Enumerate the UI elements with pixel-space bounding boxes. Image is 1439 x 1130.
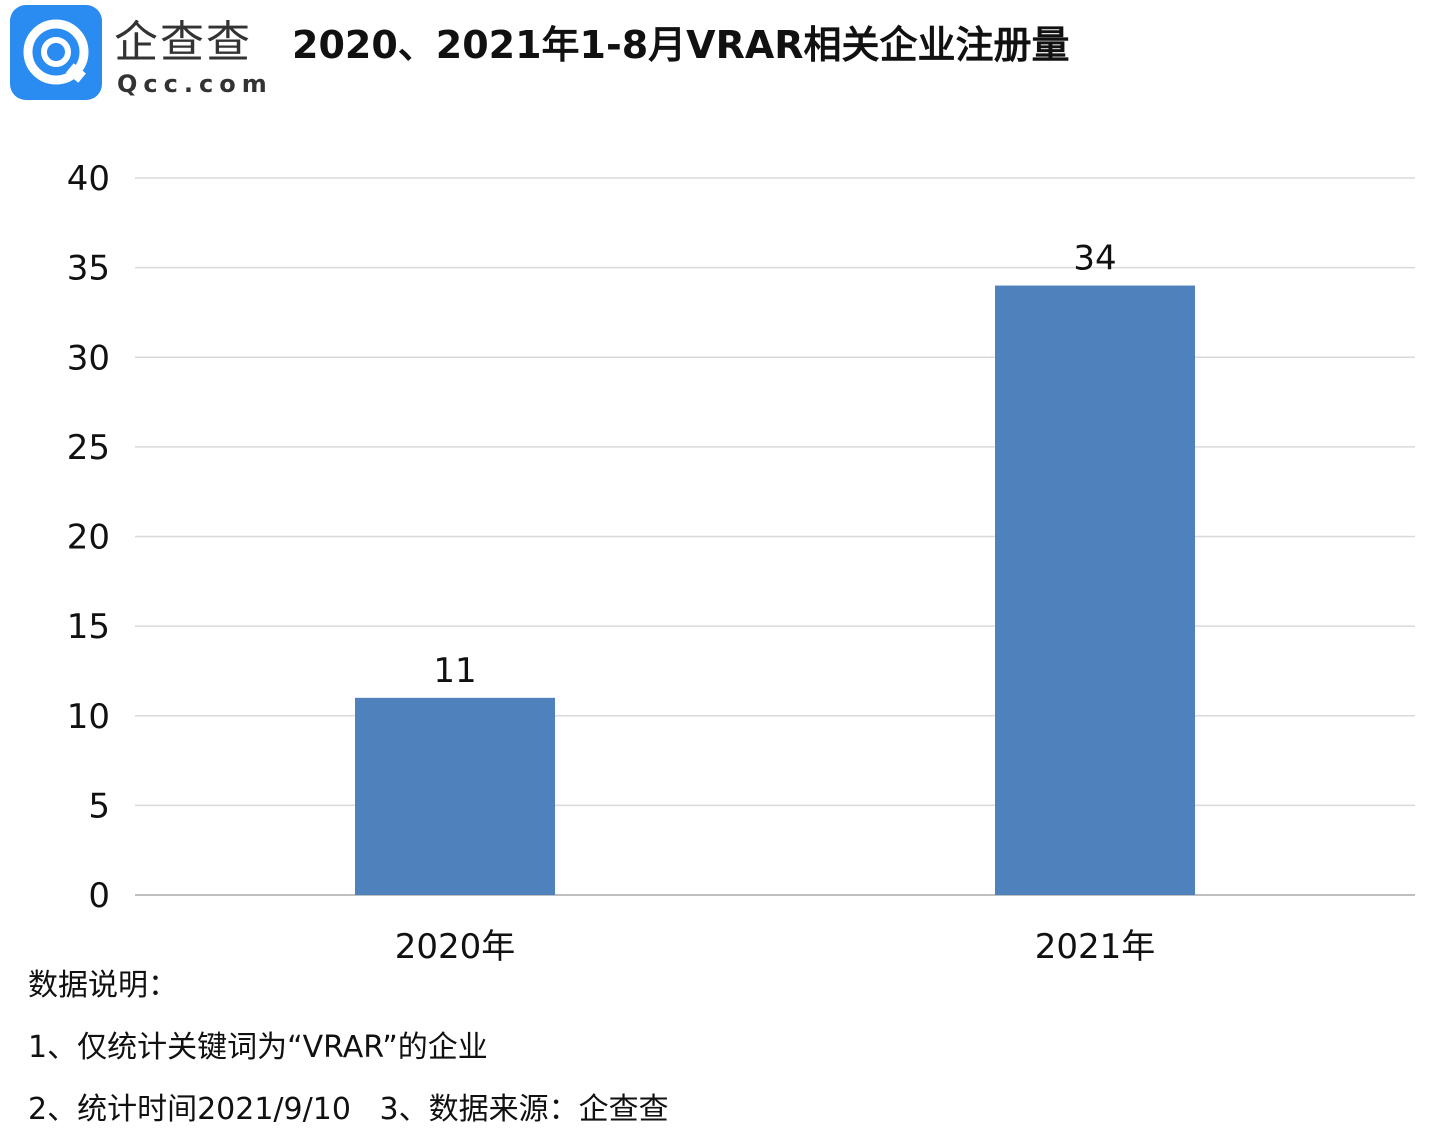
y-tick-label: 5	[88, 786, 110, 826]
y-tick-label: 15	[67, 607, 110, 647]
x-tick-label: 2020年	[395, 927, 516, 967]
logo-chinese-text: 企查查	[114, 17, 252, 68]
x-tick-label: 2021年	[1035, 927, 1156, 967]
y-tick-label: 20	[67, 518, 110, 558]
logo-english-text: Qcc.com	[117, 70, 273, 98]
note-line-1: 1、仅统计关键词为“VRAR”的企业	[28, 1030, 488, 1065]
y-tick-label: 30	[67, 338, 110, 378]
qcc-logo-icon	[10, 5, 102, 100]
chart-title: 2020、2021年1-8月VRAR相关企业注册量	[292, 23, 1070, 67]
data-label: 34	[1073, 239, 1116, 279]
data-label: 11	[433, 651, 476, 691]
bar	[995, 285, 1195, 895]
note-line-2: 2、统计时间2021/9/10 3、数据来源：企查查	[28, 1092, 669, 1127]
y-tick-label: 25	[67, 428, 110, 468]
bar	[355, 697, 555, 895]
y-tick-label: 40	[67, 159, 110, 199]
y-tick-label: 0	[88, 876, 110, 916]
notes-heading: 数据说明：	[28, 968, 178, 1003]
y-tick-label: 35	[67, 249, 110, 289]
y-tick-label: 10	[67, 697, 110, 737]
